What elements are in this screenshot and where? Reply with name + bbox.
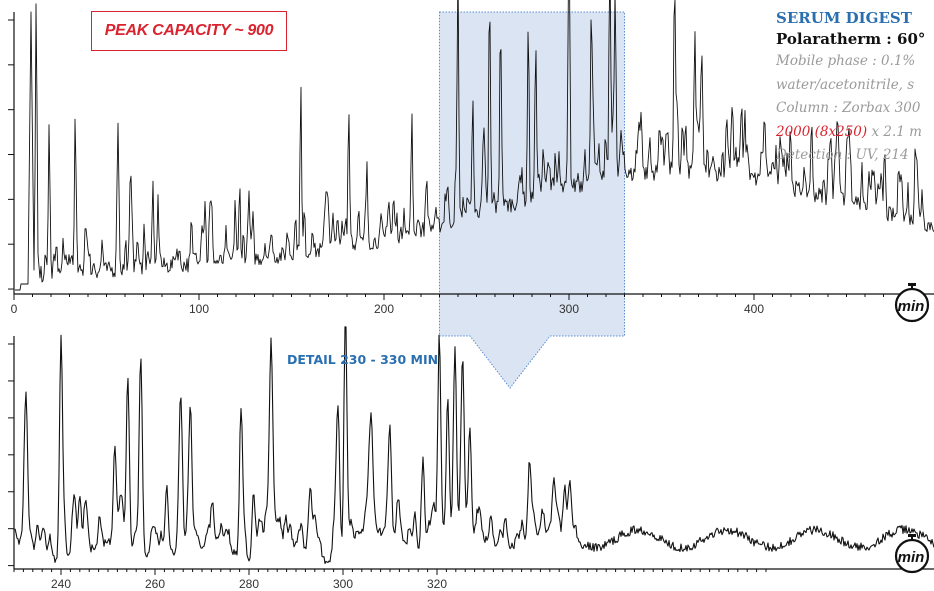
column-part-number: 2000 (8x250): [776, 123, 868, 140]
x-tick-label: 320: [427, 577, 447, 591]
detection-line: Detection : UV, 214: [776, 147, 909, 163]
x-tick-label: 300: [333, 577, 353, 591]
clock-icon: min: [890, 533, 934, 577]
series-line: [15, 0, 934, 291]
x-tick-label: 100: [189, 302, 209, 316]
method-info-panel: SERUM DIGEST Polaratherm : 60° Mobile ph…: [776, 8, 934, 198]
column-line-1: Column : Zorbax 300: [776, 100, 921, 116]
mobile-phase-line-2: water/acetonitrile, s: [776, 76, 915, 93]
method-title: Polaratherm : 60°: [776, 30, 926, 48]
clock-icon: min: [890, 282, 934, 326]
x-tick-label: 300: [559, 302, 579, 316]
x-tick-label: 240: [51, 577, 71, 591]
clock-icon-label: min: [898, 549, 925, 566]
x-tick-label: 400: [744, 302, 764, 316]
column-line-2: 2000 (8x250) x 2.1 m: [776, 121, 934, 145]
sample-title: SERUM DIGEST: [776, 9, 912, 27]
x-tick-label: 280: [239, 577, 259, 591]
peak-capacity-box: PEAK CAPACITY ~ 900: [91, 11, 287, 51]
x-tick-label: 260: [145, 577, 165, 591]
mobile-phase-line-1: Mobile phase : 0.1%: [776, 53, 916, 69]
x-tick-label: 0: [11, 302, 18, 316]
clock-icon-label: min: [898, 298, 925, 315]
column-dimensions: x 2.1 m: [867, 123, 922, 140]
x-tick-label: 200: [374, 302, 394, 316]
peak-capacity-label: PEAK CAPACITY ~ 900: [104, 22, 274, 39]
detail-range-label: DETAIL 230 - 330 MIN: [287, 352, 439, 367]
series-line: [14, 326, 934, 565]
